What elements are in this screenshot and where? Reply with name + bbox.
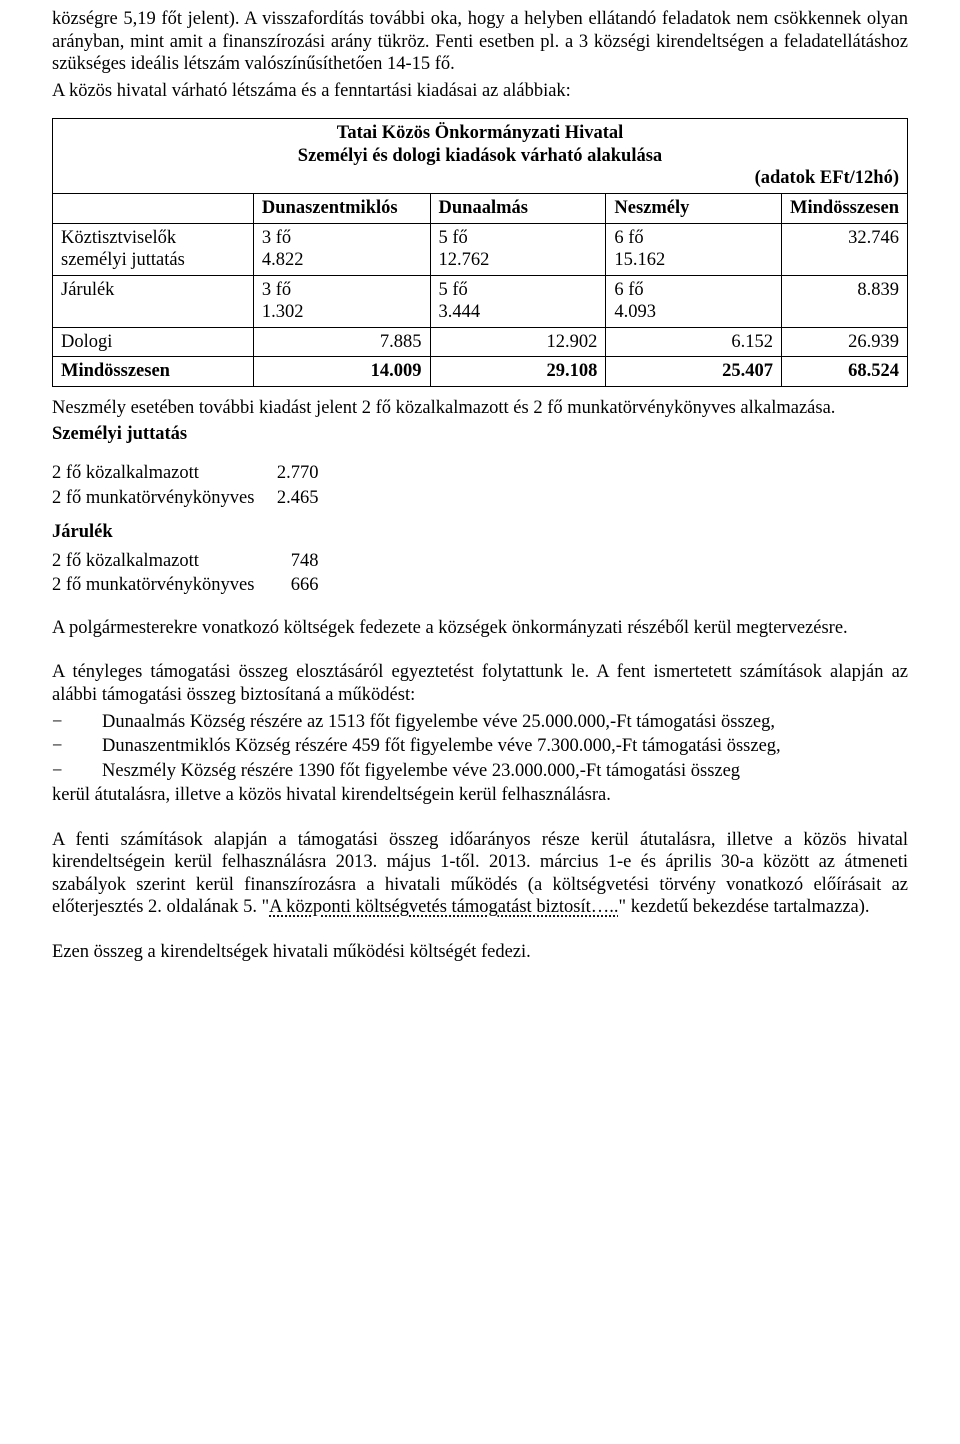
kv-key: 2 fő közalkalmazott	[52, 550, 268, 573]
spacer	[52, 511, 908, 521]
dash-icon: −	[52, 760, 62, 783]
table-title-row: Tatai Közös Önkormányzati Hivatal Személ…	[53, 119, 908, 194]
header-col3: Neszmély	[606, 193, 782, 223]
row1-label-l1: Köztisztviselők	[61, 228, 176, 248]
list-item: − Dunaszentmiklós Község részére 459 főt …	[52, 735, 908, 758]
row-label: Köztisztviselők személyi juttatás	[53, 223, 254, 275]
cell-line: 5 fő	[439, 228, 468, 248]
kv-key: 2 fő munkatörvénykönyves	[52, 487, 268, 510]
spacer	[52, 811, 908, 829]
list-item: − Neszmély Község részére 1390 főt figyel…	[52, 760, 908, 783]
heading-szemelyi-juttatas: Személyi juttatás	[52, 423, 908, 446]
closing-underline: A központi költségvetés támogatást bizto…	[269, 897, 618, 917]
header-blank	[53, 193, 254, 223]
cell: 3 fő 1.302	[253, 275, 430, 327]
cell-line: 3.444	[439, 302, 481, 322]
header-col4: Mindösszesen	[782, 193, 908, 223]
cell-line: 4.093	[614, 302, 656, 322]
paragraph-polgarmester: A polgármesterekre vonatkozó költségek f…	[52, 617, 908, 640]
cell-total: 32.746	[782, 223, 908, 275]
cell: 6 fő 15.162	[606, 223, 782, 275]
closing-b: " kezdetű bekezdése tartalmazza).	[619, 897, 870, 917]
kv-list-jarulek: 2 fő közalkalmazott 748 2 fő munkatörvén…	[52, 548, 318, 599]
header-col1: Dunaszentmiklós	[253, 193, 430, 223]
row-label: Járulék	[53, 275, 254, 327]
cell: 3 fő 4.822	[253, 223, 430, 275]
cell-line: 5 fő	[439, 280, 468, 300]
table-row: Köztisztviselők személyi juttatás 3 fő 4…	[53, 223, 908, 275]
paragraph-after-bullets: kerül átutalásra, illetve a közös hivata…	[52, 784, 908, 807]
staffing-cost-table: Tatai Közös Önkormányzati Hivatal Személ…	[52, 118, 908, 387]
kv-row: 2 fő munkatörvénykönyves 666	[52, 574, 318, 597]
spacer	[52, 599, 908, 617]
row1-label-l2: személyi juttatás	[61, 250, 185, 270]
cell: 6 fő 4.093	[606, 275, 782, 327]
paragraph-neszmely: Neszmély esetében további kiadást jelent…	[52, 397, 908, 420]
row-label: Dologi	[53, 327, 254, 357]
cell-total: 26.939	[782, 327, 908, 357]
cell: 6.152	[606, 327, 782, 357]
heading-jarulek: Járulék	[52, 521, 908, 544]
table-title-line2: Személyi és dologi kiadások várható alak…	[61, 145, 899, 168]
kv-value: 666	[268, 574, 318, 597]
paragraph-tamogatas-intro: A tényleges támogatási összeg elosztásár…	[52, 661, 908, 706]
table-unit: (adatok EFt/12hó)	[61, 167, 899, 190]
list-text: Dunaszentmiklós Község részére 459 főt f…	[102, 736, 781, 756]
cell-line: 6 fő	[614, 280, 643, 300]
kv-row: 2 fő közalkalmazott 2.770	[52, 462, 318, 485]
cell: 5 fő 3.444	[430, 275, 606, 327]
table-title-line1: Tatai Közös Önkormányzati Hivatal	[61, 122, 899, 145]
cell: 12.902	[430, 327, 606, 357]
kv-key: 2 fő közalkalmazott	[52, 462, 268, 485]
spacer	[52, 387, 908, 397]
spacer	[52, 106, 908, 116]
paragraph-final: Ezen összeg a kirendeltségek hivatali mű…	[52, 941, 908, 964]
cell: 7.885	[253, 327, 430, 357]
kv-value: 2.465	[268, 487, 318, 510]
cell-line: 1.302	[262, 302, 304, 322]
cell: 25.407	[606, 357, 782, 387]
cell-total: 68.524	[782, 357, 908, 387]
cell: 5 fő 12.762	[430, 223, 606, 275]
paragraph-closing: A fenti számítások alapján a támogatási …	[52, 829, 908, 919]
cell-line: 3 fő	[262, 228, 291, 248]
row-label: Mindösszesen	[53, 357, 254, 387]
support-list: − Dunaalmás Község részére az 1513 főt fi…	[52, 711, 908, 783]
paragraph-intro-2: A közös hivatal várható létszáma és a fe…	[52, 80, 908, 103]
spacer	[52, 923, 908, 941]
list-text: Neszmély Község részére 1390 főt figyele…	[102, 761, 740, 781]
cell-line: 6 fő	[614, 228, 643, 248]
table-row-total: Mindösszesen 14.009 29.108 25.407 68.524	[53, 357, 908, 387]
cell-line: 15.162	[614, 250, 665, 270]
kv-row: 2 fő munkatörvénykönyves 2.465	[52, 487, 318, 510]
cell: 14.009	[253, 357, 430, 387]
table-header-row: Dunaszentmiklós Dunaalmás Neszmély Mindö…	[53, 193, 908, 223]
list-text: Dunaalmás Község részére az 1513 főt fig…	[102, 712, 775, 732]
spacer	[52, 450, 908, 460]
table-row: Járulék 3 fő 1.302 5 fő 3.444 6 fő 4.093…	[53, 275, 908, 327]
kv-value: 748	[268, 550, 318, 573]
dash-icon: −	[52, 735, 62, 758]
list-item: − Dunaalmás Község részére az 1513 főt fi…	[52, 711, 908, 734]
kv-row: 2 fő közalkalmazott 748	[52, 550, 318, 573]
cell: 29.108	[430, 357, 606, 387]
table-row: Dologi 7.885 12.902 6.152 26.939	[53, 327, 908, 357]
page: községre 5,19 főt jelent). A visszafordí…	[0, 0, 960, 1444]
cell-line: 3 fő	[262, 280, 291, 300]
dash-icon: −	[52, 711, 62, 734]
header-col2: Dunaalmás	[430, 193, 606, 223]
paragraph-intro-1: községre 5,19 főt jelent). A visszafordí…	[52, 8, 908, 76]
kv-value: 2.770	[268, 462, 318, 485]
cell-line: 12.762	[439, 250, 490, 270]
kv-list-szemelyi: 2 fő közalkalmazott 2.770 2 fő munkatörv…	[52, 460, 318, 511]
kv-key: 2 fő munkatörvénykönyves	[52, 574, 268, 597]
spacer	[52, 643, 908, 661]
cell-line: 4.822	[262, 250, 304, 270]
cell-total: 8.839	[782, 275, 908, 327]
